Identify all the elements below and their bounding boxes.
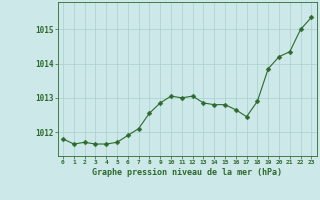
X-axis label: Graphe pression niveau de la mer (hPa): Graphe pression niveau de la mer (hPa) [92,168,282,177]
